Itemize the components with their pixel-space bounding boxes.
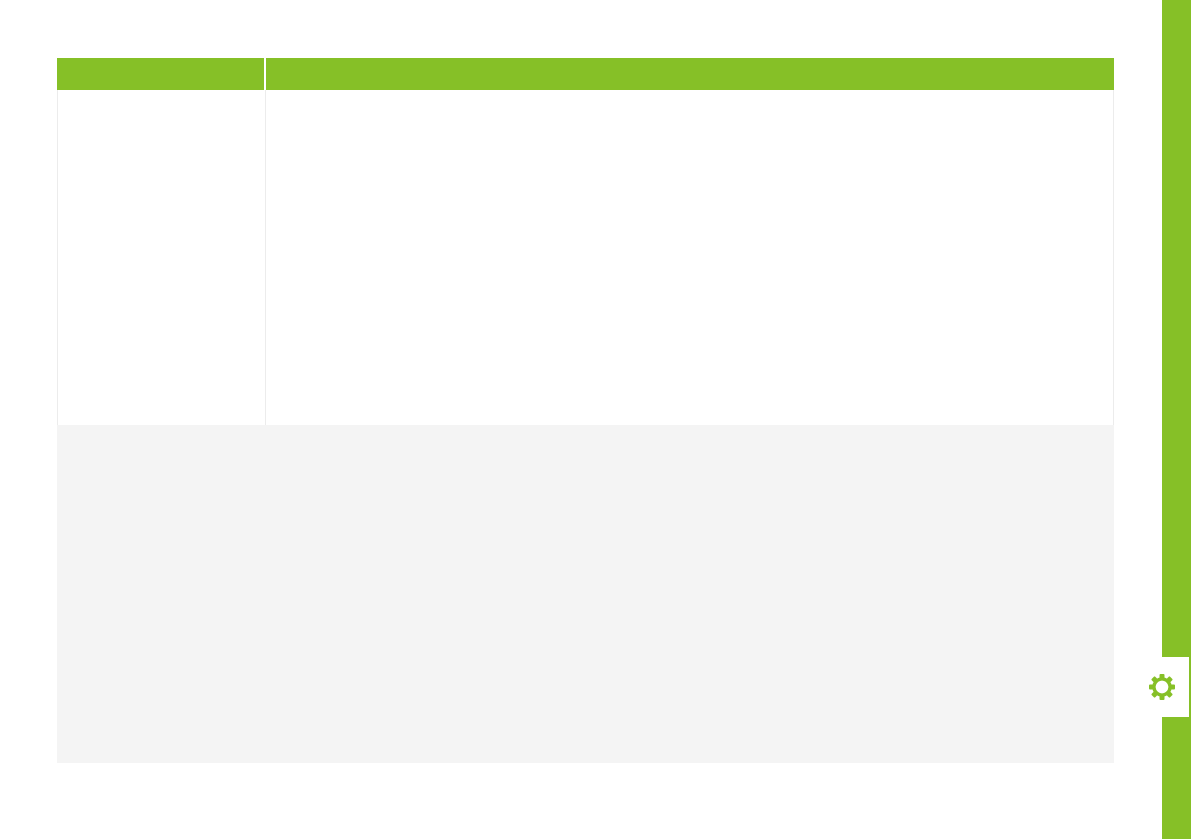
gear-icon[interactable] (1148, 673, 1176, 701)
sidebar-bar-top (1162, 0, 1191, 657)
table-header (57, 58, 1114, 90)
header-cell-2 (266, 58, 1114, 90)
table-row (57, 90, 1114, 425)
sidebar-bar-bottom (1162, 717, 1191, 839)
sidebar-bar-edge (1189, 657, 1191, 717)
table-cell-1 (58, 90, 266, 425)
table-cell-2 (266, 90, 1113, 425)
grey-panel (57, 425, 1114, 763)
header-cell-1 (57, 58, 266, 90)
content-table (57, 58, 1114, 763)
